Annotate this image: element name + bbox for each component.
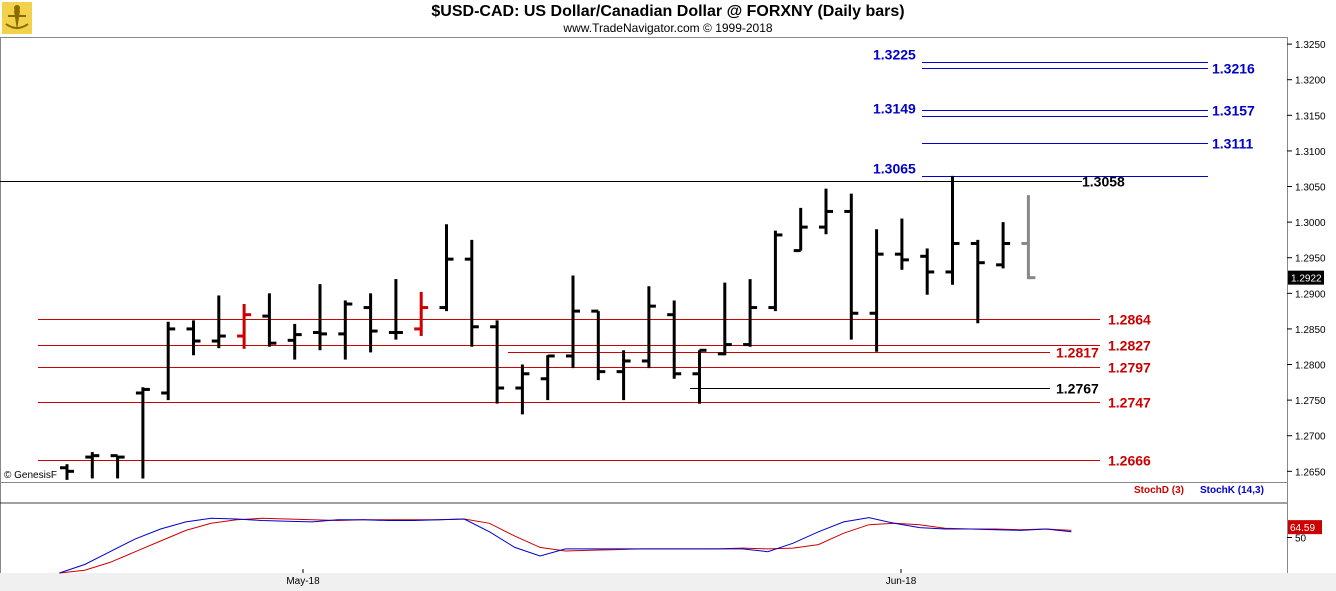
scrollbar-track	[0, 573, 1336, 591]
ohlc-bar	[793, 207, 808, 253]
stoch-series-line	[59, 517, 1072, 574]
ohlc-bar	[439, 224, 454, 312]
level-label: 1.3111	[1212, 136, 1253, 152]
price-bars	[60, 175, 1036, 480]
chart-header: $USD-CAD: US Dollar/Canadian Dollar @ FO…	[0, 0, 1336, 37]
ohlc-bar	[591, 309, 606, 381]
y-tick-label: 1.2650	[1295, 467, 1326, 478]
level-label: 1.3225	[873, 47, 916, 63]
price-axis: 1.3250 1.3200 1.3150 1.3100 1.3050 1.3000 1.29…	[1287, 40, 1326, 478]
watermark-text: © GenesisF	[4, 470, 57, 481]
level-label: 1.2666	[1108, 453, 1151, 469]
level-label: 1.2864	[1108, 312, 1151, 328]
ohlc-bar	[464, 239, 479, 347]
ohlc-bar	[768, 230, 783, 312]
y-tick-label: 1.3200	[1295, 76, 1326, 87]
level-label: 1.3157	[1212, 103, 1255, 119]
chart-subtitle: www.TradeNavigator.com © 1999-2018	[563, 21, 773, 35]
ohlc-bar	[667, 300, 682, 379]
y-tick-label: 1.3250	[1295, 40, 1326, 51]
ohlc-bar	[161, 321, 176, 401]
level-label: 1.2797	[1108, 360, 1151, 376]
ohlc-bar	[186, 320, 201, 356]
level-label: 1.3149	[873, 101, 916, 117]
y-tick-label: 1.3000	[1295, 218, 1326, 229]
ohlc-bar	[970, 239, 985, 324]
y-tick-label: 1.3050	[1295, 183, 1326, 194]
y-tick-label: 1.2950	[1295, 254, 1326, 265]
legend-stochk: StochK (14,3)	[1200, 485, 1264, 496]
ohlc-bar	[540, 354, 555, 401]
ohlc-bar	[869, 229, 884, 352]
ohlc-bar	[60, 464, 74, 480]
ohlc-bar	[1021, 195, 1036, 280]
ohlc-bar	[85, 452, 100, 479]
ohlc-bar	[262, 293, 277, 347]
stoch-last-label: 64.59	[1290, 523, 1315, 534]
level-label: 1.2817	[1056, 345, 1099, 361]
chart-title: $USD-CAD: US Dollar/Canadian Dollar @ FO…	[431, 3, 905, 20]
ohlc-bar	[894, 218, 909, 270]
ohlc-bar	[338, 300, 353, 360]
ohlc-bar	[641, 286, 656, 369]
ohlc-bar	[363, 293, 378, 353]
legend-stochd: StochD (3)	[1134, 485, 1184, 496]
stoch-series-line	[59, 517, 1072, 574]
ohlc-bar	[996, 222, 1011, 269]
price-levels: 1.3225 1.3216 1.3157 1.3149 1.3111 1.3065 1.30…	[0, 47, 1255, 469]
level-label: 1.2747	[1108, 395, 1151, 411]
x-tick-label: May-18	[286, 576, 320, 587]
ohlc-bar	[313, 284, 327, 351]
ohlc-bar	[414, 291, 429, 337]
time-axis: May-18 Jun-18	[286, 569, 917, 587]
last-price-label: 1.2922	[1291, 274, 1322, 285]
stoch-panel-border	[0, 482, 1288, 574]
ohlc-bar	[920, 248, 935, 295]
level-label: 1.3065	[873, 161, 916, 177]
level-label: 1.2767	[1056, 381, 1099, 397]
ohlc-bar	[616, 350, 631, 401]
trade-navigator-logo-icon	[2, 2, 32, 34]
y-tick-label: 1.2700	[1295, 432, 1326, 443]
y-tick-label: 1.2900	[1295, 289, 1326, 300]
ohlc-bar	[515, 364, 530, 415]
ohlc-bar	[692, 348, 707, 404]
level-label: 1.3058	[1082, 174, 1125, 190]
axis-background	[1287, 37, 1336, 573]
chart-frame: © GenesisF	[0, 37, 1336, 591]
ohlc-bar	[211, 295, 226, 349]
y-tick-label: 1.3100	[1295, 147, 1326, 158]
y-tick-label: 1.2750	[1295, 396, 1326, 407]
x-tick-label: Jun-18	[886, 576, 917, 587]
ohlc-bar	[110, 454, 125, 479]
last-price-box	[1288, 270, 1324, 285]
level-label: 1.3216	[1212, 61, 1255, 77]
ohlc-bar	[819, 188, 833, 235]
price-panel-border	[0, 37, 1288, 483]
y-tick-label: 1.2850	[1295, 325, 1326, 336]
ohlc-bar	[135, 387, 150, 479]
y-tick-label: 1.3150	[1295, 111, 1326, 122]
ohlc-bar	[844, 193, 859, 340]
stoch-last-box	[1288, 520, 1322, 535]
ohlc-bar	[237, 304, 252, 349]
y-tick-label: 1.2800	[1295, 361, 1326, 372]
level-label: 1.2827	[1108, 338, 1151, 354]
ohlc-bar	[945, 175, 960, 285]
ohlc-bar	[566, 275, 580, 369]
ohlc-bar	[490, 320, 505, 404]
ohlc-bar	[287, 323, 302, 360]
ohlc-bar	[388, 279, 403, 340]
stoch-tick-label: 50	[1295, 534, 1307, 545]
ohlc-bar	[717, 282, 732, 356]
ohlc-bar	[743, 279, 758, 347]
